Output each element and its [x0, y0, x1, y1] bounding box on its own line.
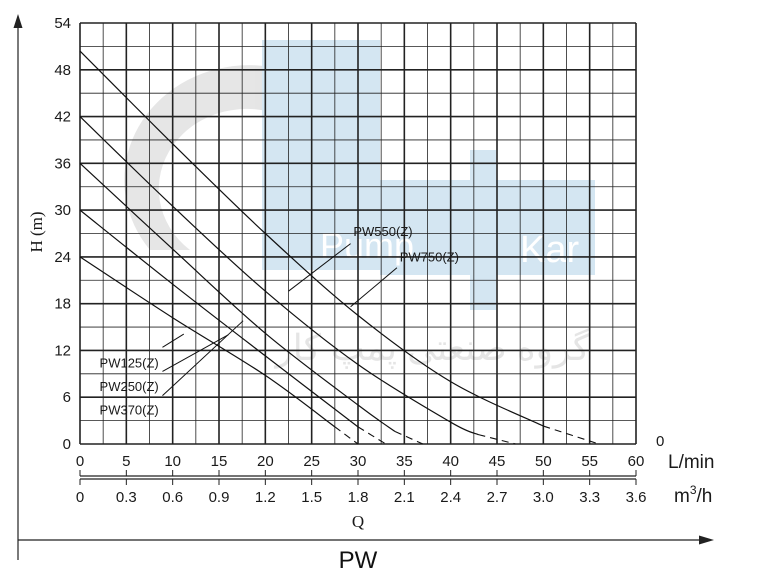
y-tick-label: 12 [54, 342, 71, 359]
x-tick-label: 40 [442, 453, 459, 470]
x2-tick-label: 0.3 [116, 489, 137, 506]
x-tick-label: 25 [303, 453, 320, 470]
x2-tick-label: 2.4 [440, 489, 461, 506]
series-labels: PW125(Z) PW250(Z) PW370(Z) PW550(Z) PW750(Z) [100, 224, 459, 418]
label-leader-line [162, 334, 229, 372]
x2-tick-label: 1.2 [255, 489, 276, 506]
watermark-text-right: Kar [520, 229, 579, 271]
watermark-bar-icon [262, 40, 380, 270]
watermark-text-left: Pump [320, 225, 414, 266]
series-line-dashed-pw550-z [478, 434, 516, 445]
x-tick-label: 35 [396, 453, 413, 470]
chart-series [79, 50, 600, 445]
label-leader-line [162, 333, 185, 348]
chart-grid [79, 22, 637, 445]
label-leader-line [288, 243, 351, 292]
x-tick-label: 10 [164, 453, 181, 470]
y-tick-label: 0 [63, 436, 71, 453]
watermark-subtitle: گروه صنعتی پمپ کار [273, 327, 590, 369]
x-tick-labels: 0 5 10 15 20 25 30 35 40 45 50 55 60 [76, 453, 645, 476]
x2-tick-label: 1.5 [301, 489, 322, 506]
x2-unit-label: m3/h [674, 483, 712, 507]
x2-tick-label: 3.0 [533, 489, 554, 506]
x2-tick-label: 1.8 [348, 489, 369, 506]
x2-tick-label: 3.6 [626, 489, 647, 506]
x-tick-label: 15 [211, 453, 228, 470]
series-label: PW750(Z) [400, 250, 459, 265]
y-axis-arrow-icon [13, 14, 23, 28]
x-tick-label: 30 [350, 453, 367, 470]
watermark-bar-icon [470, 150, 496, 310]
x-unit-label: L/min [668, 452, 714, 473]
x2-tick-label: 0.9 [209, 489, 230, 506]
y-tick-label: 18 [54, 296, 71, 313]
y-tick-label: 30 [54, 202, 71, 219]
x2-tick-label: 2.1 [394, 489, 415, 506]
series-line-pw125-z [79, 256, 336, 428]
y-tick-label: 48 [54, 62, 71, 79]
x2-tick-label: 0 [76, 489, 84, 506]
x2-tick-label: 0.6 [162, 489, 183, 506]
x-tick-label: 20 [257, 453, 274, 470]
x2-tick-labels: 0 0.3 0.6 0.9 1.2 1.5 1.8 2.1 2.4 2.7 3.0 3.3 3.6 [76, 479, 647, 506]
chart-title: PW [339, 547, 378, 574]
x-axis-arrow-icon [699, 535, 714, 545]
y-tick-labels: 0 6 12 18 24 30 36 42 48 54 [54, 15, 71, 453]
series-line-dashed-pw750-z [543, 425, 600, 445]
series-line-pw250-z [79, 209, 359, 428]
y-tick-label: 24 [54, 249, 71, 266]
label-leader-line [350, 267, 398, 308]
series-label: PW125(Z) [100, 356, 159, 371]
series-label: PW550(Z) [353, 224, 412, 239]
x2-tick-label: 2.7 [487, 489, 508, 506]
y-tick-label: 36 [54, 155, 71, 172]
x-tick-label: 50 [535, 453, 552, 470]
series-line-dashed-pw250-z [357, 426, 387, 445]
corner-label: 0 [656, 433, 664, 450]
x2-tick-label: 3.3 [579, 489, 600, 506]
series-line-dashed-pw370-z [394, 431, 424, 445]
x-tick-label: 0 [76, 453, 84, 470]
series-label-leaders [162, 243, 398, 397]
watermark-bar-icon [380, 180, 595, 275]
series-line-pw370-z [79, 162, 396, 433]
series-line-pw550-z [79, 116, 479, 436]
series-label: PW250(Z) [100, 379, 159, 394]
y-tick-label: 42 [54, 109, 71, 126]
series-label: PW370(Z) [100, 402, 159, 417]
x-tick-label: 55 [581, 453, 598, 470]
label-leader-line [162, 320, 244, 397]
y-tick-label: 6 [63, 389, 71, 406]
x-axis-title: Q [352, 512, 364, 531]
x-tick-label: 45 [489, 453, 506, 470]
x-tick-label: 5 [122, 453, 130, 470]
y-axis-title: H (m) [27, 211, 46, 252]
watermark-logo: Pump Kar گروه صنعتی پمپ کار [124, 40, 595, 369]
series-line-pw750-z [79, 50, 544, 427]
series-line-dashed-pw125-z [334, 426, 359, 445]
x-tick-label: 60 [628, 453, 645, 470]
y-tick-label: 54 [54, 15, 71, 32]
